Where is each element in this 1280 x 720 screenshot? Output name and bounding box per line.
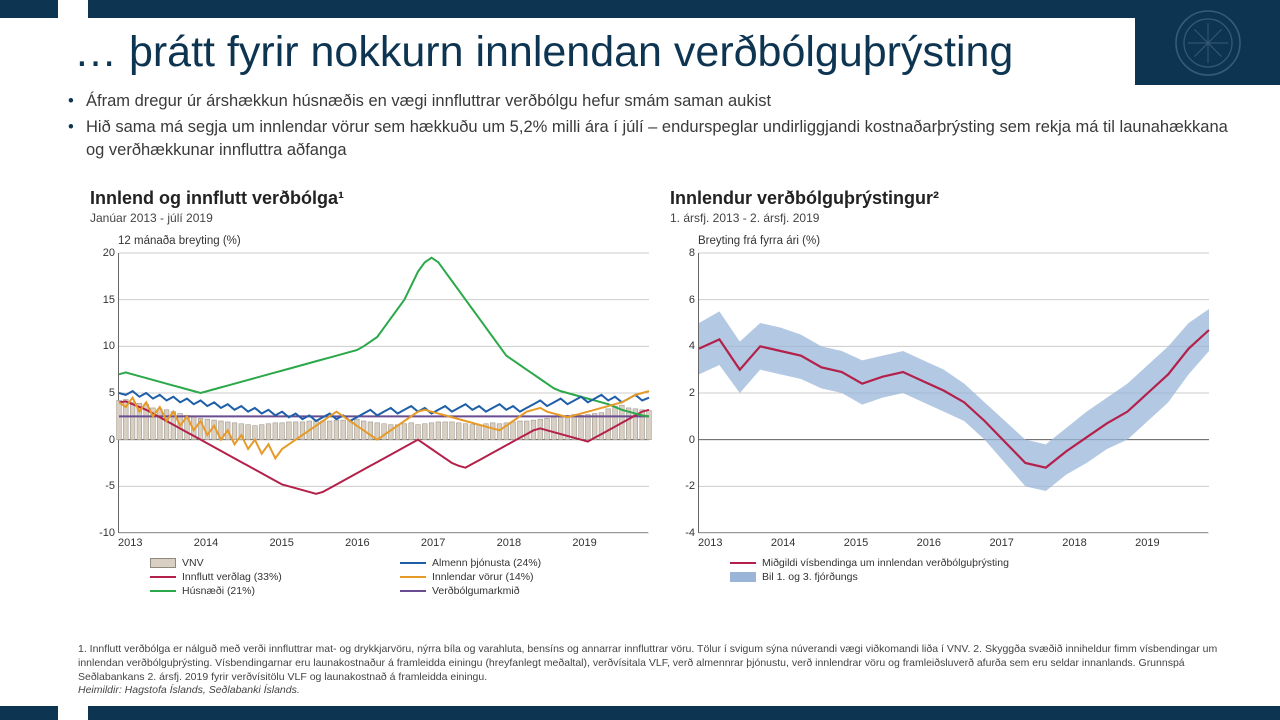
footnote-source: Heimildir: Hagstofa Íslands, Seðlabanki … bbox=[78, 684, 300, 696]
top-band bbox=[0, 0, 1280, 18]
page-title: … þrátt fyrir nokkurn innlendan verðbólg… bbox=[74, 28, 1013, 77]
chart1-yaxis-label: 12 mánaða breyting (%) bbox=[118, 235, 650, 247]
logo-corner bbox=[1135, 0, 1280, 85]
bottom-band bbox=[0, 706, 1280, 720]
bullet-item: Áfram dregur úr árshækkun húsnæðis en væ… bbox=[68, 90, 1240, 112]
chart2-yaxis-label: Breyting frá fyrra ári (%) bbox=[698, 235, 1230, 247]
chart2-subtitle: 1. ársfj. 2013 - 2. ársfj. 2019 bbox=[670, 211, 1230, 225]
chart-right: Innlendur verðbólguþrýstingur² 1. ársfj.… bbox=[670, 188, 1230, 603]
chart1-plot: -10-505101520 bbox=[118, 253, 648, 533]
chart1-title: Innlend og innflutt verðbólga¹ bbox=[90, 188, 650, 209]
chart2-legend: Miðgildi vísbendinga um innlendan verðbó… bbox=[730, 557, 1230, 583]
bullet-item: Hið sama má segja um innlendar vörur sem… bbox=[68, 116, 1240, 161]
bank-seal-icon bbox=[1168, 3, 1248, 83]
slide: … þrátt fyrir nokkurn innlendan verðbólg… bbox=[0, 0, 1280, 720]
footnote-text: 1. Innflutt verðbólga er nálguð með verð… bbox=[78, 643, 1217, 682]
chart-left: Innlend og innflutt verðbólga¹ Janúar 20… bbox=[90, 188, 650, 603]
chart2-plot: -4-202468 bbox=[698, 253, 1208, 533]
chart1-legend: VNVAlmenn þjónusta (24%)Innflutt verðlag… bbox=[150, 557, 650, 597]
chart1-subtitle: Janúar 2013 - júlí 2019 bbox=[90, 211, 650, 225]
chart1-xlabels: 2013201420152016201720182019 bbox=[118, 537, 648, 549]
chart2-title: Innlendur verðbólguþrýstingur² bbox=[670, 188, 1230, 209]
charts-container: Innlend og innflutt verðbólga¹ Janúar 20… bbox=[90, 188, 1230, 603]
chart2-xlabels: 2013201420152016201720182019 bbox=[698, 537, 1208, 549]
bullet-list: Áfram dregur úr árshækkun húsnæðis en væ… bbox=[68, 90, 1240, 165]
footnote: 1. Innflutt verðbólga er nálguð með verð… bbox=[78, 643, 1230, 698]
